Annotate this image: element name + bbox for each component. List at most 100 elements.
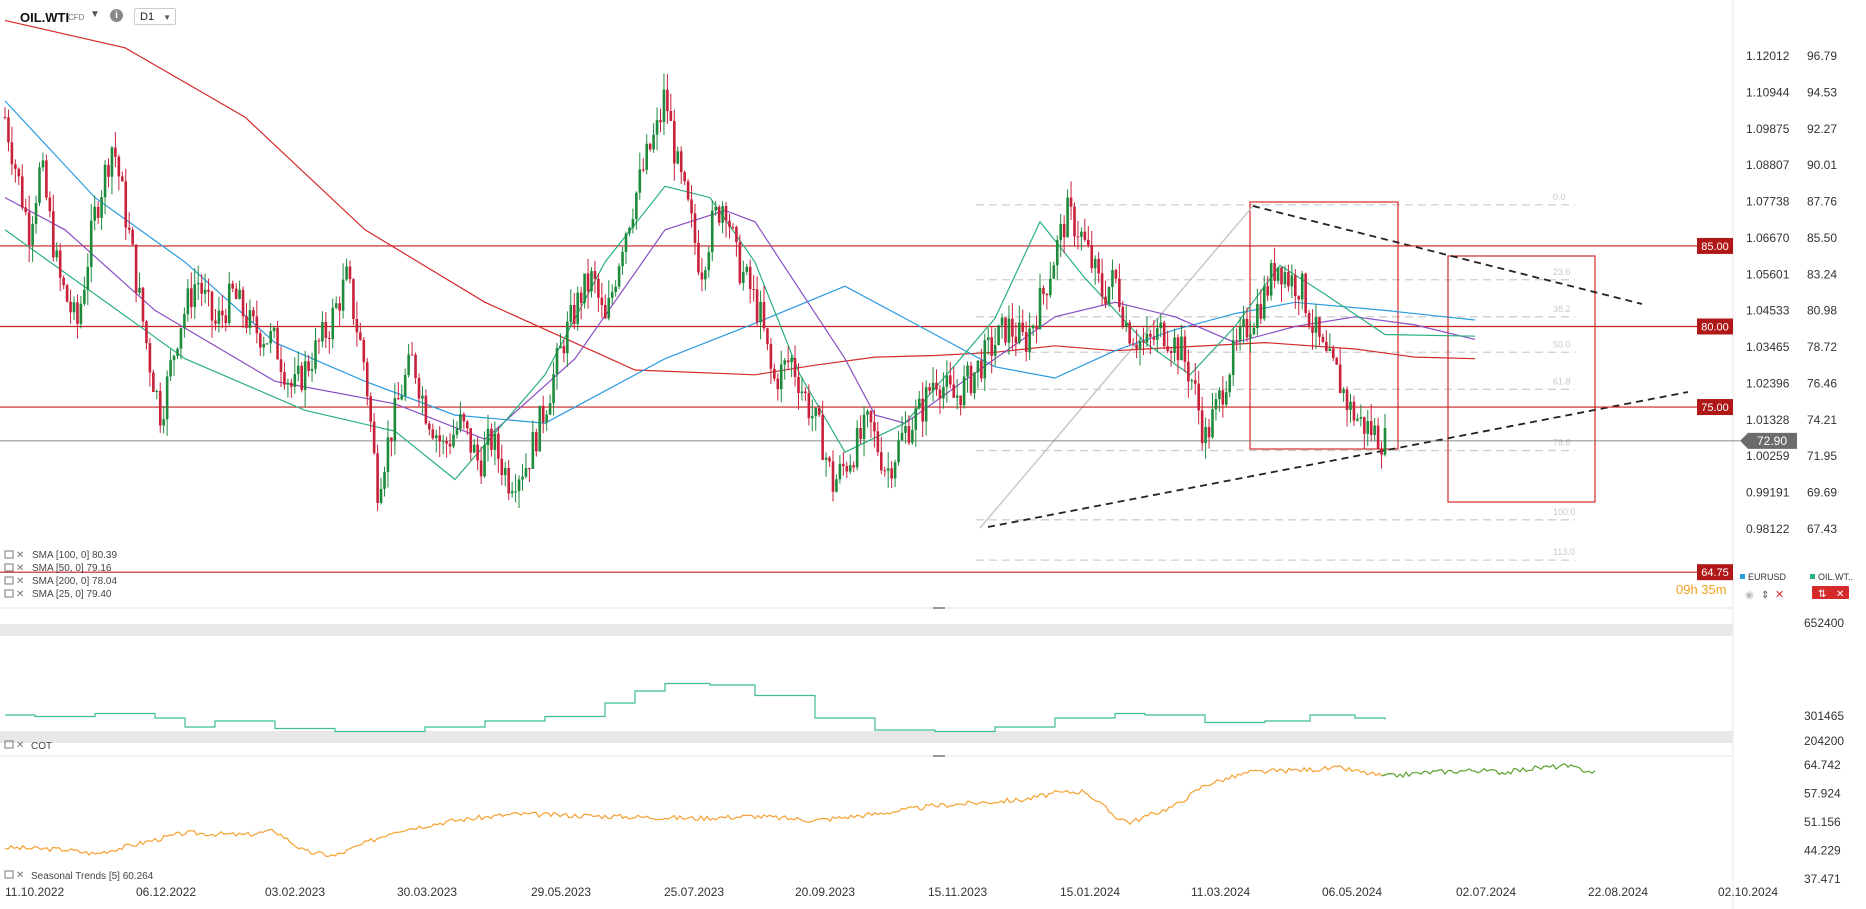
candle-body	[1280, 267, 1283, 285]
candle-body	[493, 433, 497, 450]
fibonacci-retracement[interactable]: 0.0 23.6 38.2 50.0 61.8 78.6 100.0 113.0	[976, 192, 1576, 561]
time-axis-tick-label: 15.01.2024	[1060, 885, 1120, 899]
candle-body	[517, 479, 521, 492]
support-trendline[interactable]	[987, 391, 1689, 528]
candle-body	[214, 320, 217, 324]
candle-body	[852, 465, 855, 468]
candle-body	[724, 206, 728, 221]
timeframe-select[interactable]: D1 ▼	[134, 8, 176, 25]
candle-body	[807, 393, 811, 419]
fib-level-label: 50.0	[1553, 339, 1571, 349]
candle-body	[428, 423, 431, 430]
candle-body	[272, 327, 276, 332]
candle-body	[1376, 425, 1380, 449]
candle-body	[555, 348, 559, 375]
candle-body	[635, 192, 638, 220]
analysis-rectangle[interactable]	[1249, 201, 1399, 450]
candle-body	[145, 321, 148, 344]
time-axis-tick-label: 30.03.2023	[397, 885, 457, 899]
right-axis-tick-label: 76.46	[1807, 377, 1837, 391]
candle-body	[414, 354, 417, 379]
symbol-dropdown-icon[interactable]: ▼	[90, 9, 100, 20]
right-axis-tick-label: 85.50	[1807, 231, 1837, 245]
candle-body	[248, 310, 252, 328]
candle-body	[1162, 322, 1166, 347]
compare-symbol-eurusd[interactable]: EURUSD	[1748, 572, 1787, 582]
compare-symbol-oilwti[interactable]: OIL.WT..	[1818, 572, 1853, 582]
candle-body	[859, 428, 862, 440]
candle-body	[338, 303, 341, 311]
candle-body	[500, 458, 504, 476]
close-icon[interactable]: ✕	[1775, 589, 1784, 601]
candle-body	[41, 160, 45, 168]
candle-body	[1352, 401, 1356, 421]
candle-body	[621, 251, 624, 267]
fib-level-label: 0.0	[1553, 192, 1566, 202]
candle-body	[476, 444, 479, 461]
legend-close-icon: ✕	[16, 550, 24, 561]
candle-body	[138, 287, 141, 293]
candle-body	[590, 270, 593, 292]
candle-body	[1314, 317, 1318, 333]
candle-body	[893, 462, 897, 479]
candle-body	[483, 445, 486, 477]
candle-body	[203, 289, 207, 294]
candle-body	[541, 405, 545, 423]
candle-body	[828, 457, 831, 462]
candle-body	[1083, 231, 1087, 240]
candle-body	[1124, 322, 1128, 327]
symbol-name[interactable]: OIL.WTI	[20, 10, 70, 25]
analysis-rectangle[interactable]	[1447, 255, 1596, 503]
candle-body	[980, 360, 983, 379]
candle-body	[96, 206, 100, 218]
candle-body	[262, 343, 266, 348]
eye-icon[interactable]: ◉	[1745, 590, 1754, 601]
candle-body	[200, 282, 203, 294]
candle-body	[945, 375, 949, 387]
candle-body	[1259, 304, 1263, 319]
candle-body	[1235, 340, 1238, 342]
candle-body	[686, 181, 690, 200]
candle-body	[883, 470, 887, 472]
candle-body	[407, 354, 410, 376]
left-price-axis: 1.12012 1.10944 1.09875 1.08807 1.07738 1.066…	[1746, 49, 1790, 536]
candle-body	[1024, 331, 1028, 352]
candle-body	[1238, 326, 1242, 341]
candle-body	[1262, 286, 1266, 319]
time-axis-tick-label: 03.02.2023	[265, 885, 325, 899]
level-tag-box	[1697, 318, 1733, 335]
candle-body	[1380, 448, 1383, 455]
price-levels	[0, 245, 1740, 573]
info-icon[interactable]: i	[110, 9, 123, 22]
legend-close-icon: ✕	[16, 589, 24, 600]
candle-body	[1356, 418, 1359, 421]
fibonacci-anchor-line[interactable]	[979, 205, 1254, 529]
candle-body	[545, 414, 548, 423]
candle-body	[1242, 318, 1245, 327]
candle-body	[745, 266, 749, 272]
right-axis-tick-label: 71.95	[1807, 449, 1837, 463]
candle-body	[48, 197, 52, 212]
left-axis-tick-label: 0.99191	[1746, 486, 1790, 500]
left-axis-tick-label: 1.07738	[1746, 194, 1790, 208]
candle-body	[1152, 336, 1156, 340]
candle-body	[245, 316, 248, 328]
sort-icon[interactable]: ⇕	[1761, 590, 1769, 601]
candle-body	[907, 426, 911, 443]
candle-body	[697, 242, 700, 273]
candle-body	[72, 302, 76, 313]
drawing-objects[interactable]	[979, 201, 1689, 529]
candle-body	[490, 428, 493, 450]
candle-body	[607, 297, 611, 319]
candle-body	[942, 386, 945, 399]
candle-body	[638, 169, 642, 193]
candle-body	[886, 468, 890, 471]
candle-body	[1359, 416, 1363, 419]
candle-body	[790, 357, 793, 363]
remove-compare-button[interactable]	[1812, 586, 1849, 599]
candle-body	[776, 378, 780, 390]
candle-body	[221, 310, 224, 316]
candle-body	[296, 365, 300, 375]
resistance-trendline[interactable]	[1252, 205, 1643, 305]
